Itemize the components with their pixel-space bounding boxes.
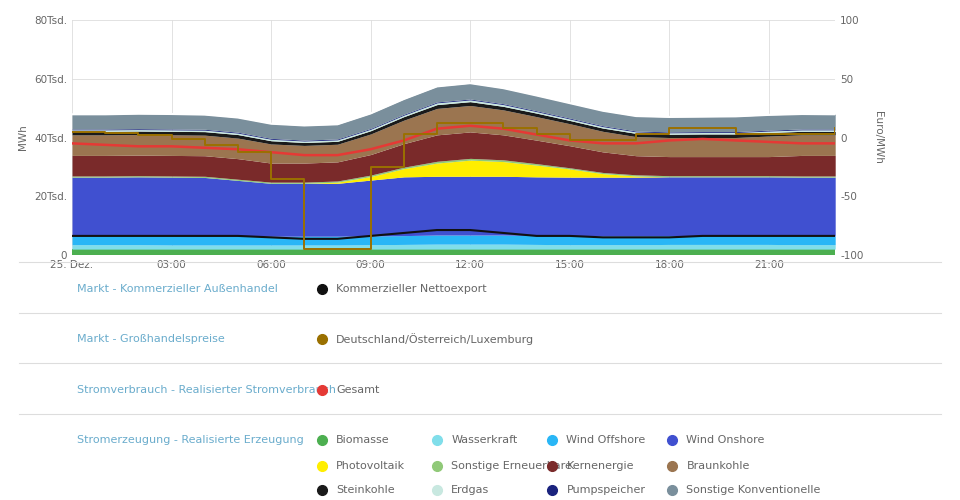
Text: Gesamt: Gesamt bbox=[336, 384, 379, 394]
Text: Braunkohle: Braunkohle bbox=[686, 462, 750, 471]
Text: Wind Onshore: Wind Onshore bbox=[686, 435, 765, 445]
Text: Photovoltaik: Photovoltaik bbox=[336, 462, 405, 471]
Y-axis label: Euro/MWh: Euro/MWh bbox=[873, 111, 883, 164]
Text: Wasserkraft: Wasserkraft bbox=[451, 435, 517, 445]
Text: Markt - Großhandelspreise: Markt - Großhandelspreise bbox=[77, 334, 225, 344]
Text: Steinkohle: Steinkohle bbox=[336, 486, 395, 496]
Text: Stromerzeugung - Realisierte Erzeugung: Stromerzeugung - Realisierte Erzeugung bbox=[77, 435, 303, 445]
Text: Markt - Kommerzieller Außenhandel: Markt - Kommerzieller Außenhandel bbox=[77, 284, 277, 294]
Text: Kernenergie: Kernenergie bbox=[566, 462, 634, 471]
Text: Pumpspeicher: Pumpspeicher bbox=[566, 486, 645, 496]
Y-axis label: MWh: MWh bbox=[18, 124, 29, 150]
Text: Sonstige Konventionelle: Sonstige Konventionelle bbox=[686, 486, 821, 496]
Text: Deutschland/Österreich/Luxemburg: Deutschland/Österreich/Luxemburg bbox=[336, 333, 534, 345]
Text: Biomasse: Biomasse bbox=[336, 435, 390, 445]
Text: Wind Offshore: Wind Offshore bbox=[566, 435, 646, 445]
Text: Sonstige Erneuerbare: Sonstige Erneuerbare bbox=[451, 462, 572, 471]
Text: Stromverbrauch - Realisierter Stromverbrauch: Stromverbrauch - Realisierter Stromverbr… bbox=[77, 384, 336, 394]
Text: Kommerzieller Nettoexport: Kommerzieller Nettoexport bbox=[336, 284, 487, 294]
Text: Erdgas: Erdgas bbox=[451, 486, 490, 496]
